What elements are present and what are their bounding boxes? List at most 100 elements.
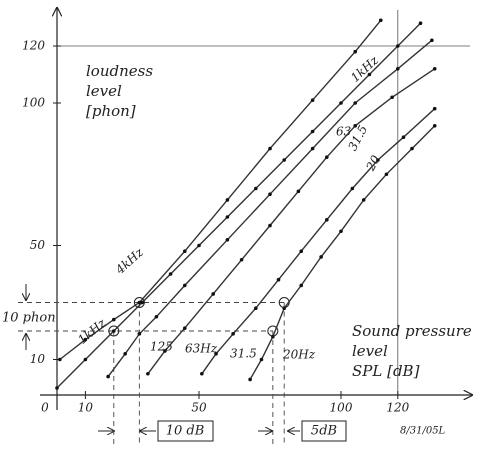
curve-point xyxy=(299,249,304,253)
curve-point xyxy=(183,326,187,330)
y-axis-label: loudness xyxy=(86,62,153,80)
curve-point xyxy=(225,238,230,242)
curve-point xyxy=(319,255,323,259)
curve-point xyxy=(350,186,355,191)
y-tick-label: 120 xyxy=(22,39,45,53)
curve-point xyxy=(384,172,389,177)
curve-point xyxy=(231,332,235,336)
curve-point xyxy=(325,218,329,222)
curve-point xyxy=(339,229,343,234)
curve-point xyxy=(239,257,244,262)
curve-point xyxy=(112,329,116,333)
annotation: 5dB xyxy=(311,424,337,439)
curve-point xyxy=(211,292,215,296)
curve-point xyxy=(432,124,437,128)
curve-point xyxy=(296,189,301,194)
curve-point xyxy=(268,192,272,196)
curve-point xyxy=(310,146,315,151)
curve-point xyxy=(401,135,406,139)
curve-point xyxy=(146,371,150,376)
curve-point xyxy=(163,349,167,353)
curve-point xyxy=(123,352,127,356)
curve-point xyxy=(200,371,204,376)
curve-point xyxy=(430,38,434,43)
y-tick-label: 10 xyxy=(30,352,46,366)
curve-point xyxy=(325,155,329,159)
curve-point xyxy=(58,357,62,362)
curve-point xyxy=(376,158,380,162)
y-axis-label: [phon] xyxy=(86,102,136,120)
x-tick-label: 120 xyxy=(386,401,409,415)
curve-point xyxy=(282,158,287,162)
highlight-point xyxy=(267,325,279,337)
annotation: 10 phon xyxy=(2,311,56,326)
curve-point xyxy=(225,198,230,202)
x-axis-label: level xyxy=(352,342,388,360)
series-label: 31.5 xyxy=(230,347,257,361)
curve-point xyxy=(353,49,358,54)
x-axis-label: Sound pressure xyxy=(352,322,472,340)
annotation: 10 dB xyxy=(166,424,205,439)
curve-point xyxy=(353,124,358,128)
x-tick-label: 0 xyxy=(41,401,49,415)
series-label: 20Hz xyxy=(282,348,316,362)
curve-point xyxy=(310,129,315,134)
curve-point xyxy=(106,374,110,379)
curve-point xyxy=(418,21,423,26)
curve-point xyxy=(140,300,144,305)
curve-point xyxy=(183,249,187,253)
dimension-arrows xyxy=(26,284,347,442)
curve-point xyxy=(137,300,142,305)
y-axis-label: level xyxy=(86,82,122,100)
curve-point xyxy=(55,386,59,390)
curve-point xyxy=(248,377,252,382)
curve-point xyxy=(254,306,258,311)
curve xyxy=(59,19,382,361)
x-tick-label: 10 xyxy=(78,401,94,415)
curve-point xyxy=(154,314,159,319)
curve-point xyxy=(378,18,383,23)
curve-point xyxy=(410,146,414,151)
highlight-point xyxy=(278,297,290,308)
curve-point xyxy=(214,352,218,356)
curve-point xyxy=(268,223,272,228)
curve-point xyxy=(310,98,315,102)
series-label: 63Hz xyxy=(185,342,218,356)
curve-point xyxy=(268,146,272,151)
curve-label: 20 xyxy=(363,153,383,174)
curve xyxy=(249,125,436,380)
curve-point xyxy=(83,337,88,342)
curve-point xyxy=(367,72,372,77)
curve-point xyxy=(168,272,173,276)
curve-point xyxy=(259,357,264,362)
x-tick-label: 100 xyxy=(330,401,353,415)
curve-point xyxy=(183,283,187,288)
curve-point xyxy=(396,67,400,71)
curve-point xyxy=(197,243,201,248)
y-tick-label: 50 xyxy=(30,238,46,252)
x-tick-label: 50 xyxy=(191,401,207,415)
curve-point xyxy=(432,67,437,71)
curve-point xyxy=(299,283,304,288)
x-axis-label: SPL [dB] xyxy=(352,362,420,380)
curve xyxy=(56,22,421,389)
curve-point xyxy=(276,277,281,282)
curve-point xyxy=(353,101,358,105)
curve-point xyxy=(432,106,437,111)
series-label: 4kHz xyxy=(112,245,146,278)
highlight-point xyxy=(133,297,145,308)
annotation: 8/31/05L xyxy=(400,426,446,437)
series-label: 125 xyxy=(150,340,173,354)
curve-point xyxy=(254,186,258,191)
curve-point xyxy=(396,44,400,48)
curve-point xyxy=(361,198,366,202)
curve-point xyxy=(225,215,230,219)
y-tick-label: 100 xyxy=(22,96,45,110)
curve-point xyxy=(390,95,394,100)
highlight-point xyxy=(108,325,120,337)
curve-point xyxy=(83,357,88,362)
curve-point xyxy=(137,332,142,336)
curve-point xyxy=(339,101,343,105)
curve-point xyxy=(112,317,116,322)
